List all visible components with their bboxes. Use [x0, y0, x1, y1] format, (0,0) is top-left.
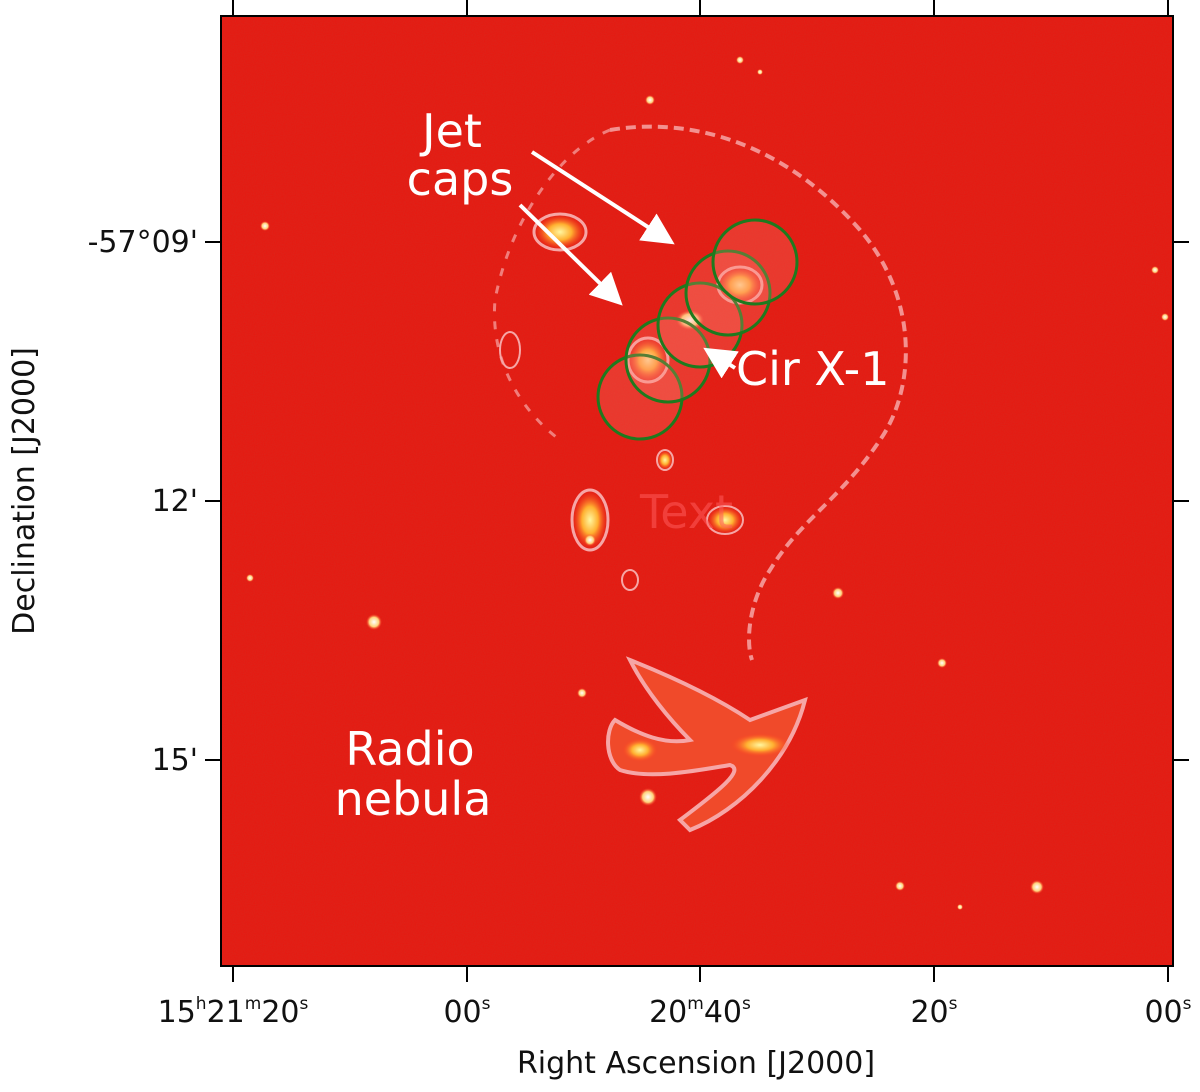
y-tick-label: 15' — [152, 743, 198, 778]
radio-nebula-structure — [606, 656, 808, 833]
x-tick-labels: 15h21m20s 00s 20m40s 20s 00s — [158, 994, 1192, 1030]
radio-nebula-label-line2: nebula — [335, 772, 492, 826]
x-tick-label: 20s — [910, 994, 957, 1030]
region-circles — [596, 218, 799, 441]
y-tick-label: -57°09' — [88, 225, 198, 260]
jet-caps-label-line1: Jet — [419, 104, 482, 158]
jet-caps-label-line2: caps — [407, 152, 514, 206]
x-tick-label: 00s — [443, 994, 490, 1030]
x-axis-ticks — [232, 0, 1169, 982]
plot-frame — [220, 15, 1174, 967]
y-tick-labels: -57°09' 12' 15' — [88, 225, 198, 778]
y-tick-label: 12' — [152, 484, 198, 519]
radio-nebula-label-line1: Radio — [345, 722, 474, 776]
x-tick-label: 20m40s — [649, 994, 751, 1030]
annotation-arrows — [518, 150, 739, 379]
radio-image: Jet caps Cir X-1 Radio nebula Text — [221, 16, 1173, 966]
x-axis-label: Right Ascension [J2000] — [517, 1046, 875, 1081]
radio-shell — [609, 124, 908, 661]
faint-text-label: Text — [639, 485, 733, 539]
x-tick-label: 15h21m20s — [158, 994, 309, 1030]
y-axis-label: Declination [J2000] — [7, 347, 42, 635]
x-tick-label: 00s — [1144, 994, 1191, 1030]
point-sources — [246, 56, 1169, 910]
cir-x1-label: Cir X-1 — [736, 342, 890, 396]
y-axis-ticks — [205, 241, 1189, 761]
